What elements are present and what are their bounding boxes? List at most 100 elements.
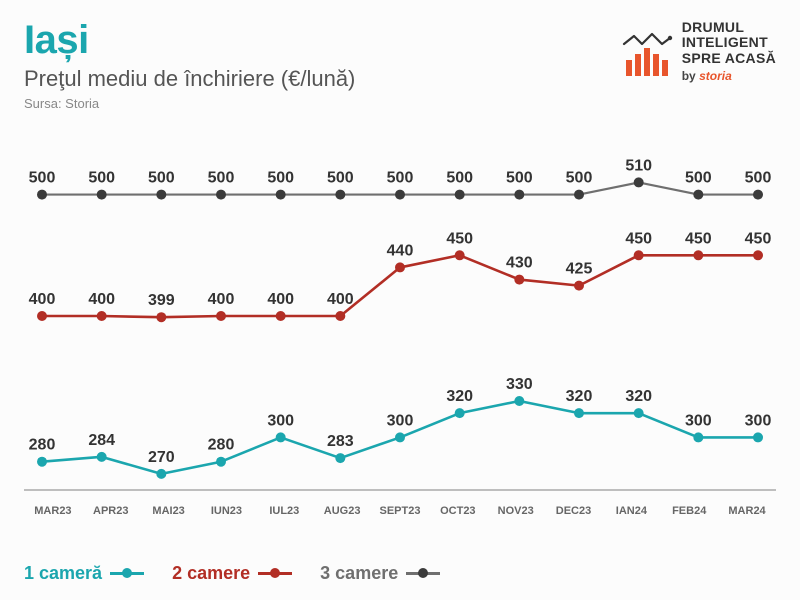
- marker-s3: [574, 190, 584, 200]
- value-label-s1: 320: [566, 388, 593, 405]
- marker-s2: [335, 311, 345, 321]
- marker-s2: [693, 250, 703, 260]
- line-chart-svg: 5005005005005005005005005005005105005004…: [24, 140, 776, 500]
- marker-s3: [37, 190, 47, 200]
- marker-s2: [455, 250, 465, 260]
- x-tick-label: MAI23: [140, 505, 198, 517]
- value-label-s3: 500: [566, 170, 593, 187]
- legend-label: 3 camere: [320, 563, 398, 584]
- city-title: Iași: [24, 20, 355, 60]
- brand-logo: DRUMUL INTELIGENT SPRE ACASĂ by storia: [618, 20, 776, 83]
- x-tick-label: IAN24: [602, 505, 660, 517]
- value-label-s2: 450: [745, 230, 772, 247]
- value-label-s1: 283: [327, 433, 354, 450]
- value-label-s2: 400: [208, 291, 235, 308]
- marker-s2: [276, 311, 286, 321]
- value-label-s2: 450: [446, 230, 473, 247]
- brand-byline: by storia: [682, 69, 776, 83]
- header: Iași Preţul mediu de închiriere (€/lună)…: [24, 20, 776, 111]
- value-label-s3: 500: [88, 170, 115, 187]
- x-tick-label: MAR23: [24, 505, 82, 517]
- x-tick-label: APR23: [82, 505, 140, 517]
- marker-s3: [514, 190, 524, 200]
- value-label-s1: 280: [208, 437, 235, 454]
- x-tick-label: DEC23: [545, 505, 603, 517]
- marker-s2: [156, 312, 166, 322]
- x-tick-label: FEB24: [660, 505, 718, 517]
- value-label-s1: 320: [625, 388, 652, 405]
- value-label-s2: 450: [685, 230, 712, 247]
- value-label-s1: 270: [148, 449, 175, 466]
- brand-line1: DRUMUL: [682, 20, 776, 35]
- value-label-s3: 500: [446, 170, 473, 187]
- brand-line3: SPRE ACASĂ: [682, 51, 776, 66]
- value-label-s3: 500: [148, 170, 175, 187]
- marker-s3: [216, 190, 226, 200]
- marker-s3: [455, 190, 465, 200]
- value-label-s1: 300: [387, 412, 414, 429]
- value-label-s1: 300: [745, 412, 772, 429]
- value-label-s2: 450: [625, 230, 652, 247]
- legend-swatch: [258, 572, 292, 575]
- marker-s1: [276, 432, 286, 442]
- brand-text-block: DRUMUL INTELIGENT SPRE ACASĂ by storia: [682, 20, 776, 83]
- legend-item-s2: 2 camere: [172, 563, 292, 584]
- marker-s2: [37, 311, 47, 321]
- value-label-s2: 400: [29, 291, 56, 308]
- title-block: Iași Preţul mediu de închiriere (€/lună)…: [24, 20, 355, 111]
- byline-prefix: by: [682, 69, 699, 83]
- marker-s2: [634, 250, 644, 260]
- legend: 1 cameră 2 camere 3 camere: [24, 563, 440, 584]
- value-label-s1: 300: [267, 412, 294, 429]
- value-label-s3: 500: [327, 170, 354, 187]
- marker-s1: [455, 408, 465, 418]
- value-label-s3: 500: [685, 170, 712, 187]
- value-label-s2: 400: [327, 291, 354, 308]
- x-axis-labels: MAR23APR23MAI23IUN23IUL23AUG23SEPT23OCT2…: [24, 505, 776, 517]
- marker-s2: [514, 275, 524, 285]
- marker-s1: [395, 432, 405, 442]
- x-tick-label: MAR24: [718, 505, 776, 517]
- x-tick-label: IUL23: [255, 505, 313, 517]
- marker-s3: [693, 190, 703, 200]
- legend-swatch: [406, 572, 440, 575]
- marker-s2: [574, 281, 584, 291]
- value-label-s3: 500: [387, 170, 414, 187]
- value-label-s3: 510: [625, 157, 652, 174]
- x-tick-label: IUN23: [198, 505, 256, 517]
- marker-s1: [156, 469, 166, 479]
- value-label-s2: 400: [88, 291, 115, 308]
- marker-s1: [634, 408, 644, 418]
- legend-item-s1: 1 cameră: [24, 563, 144, 584]
- marker-s3: [156, 190, 166, 200]
- legend-item-s3: 3 camere: [320, 563, 440, 584]
- value-label-s2: 430: [506, 255, 533, 272]
- marker-s1: [335, 453, 345, 463]
- marker-s1: [693, 432, 703, 442]
- value-label-s3: 500: [745, 170, 772, 187]
- marker-s3: [97, 190, 107, 200]
- marker-s3: [395, 190, 405, 200]
- value-label-s3: 500: [29, 170, 56, 187]
- subtitle: Preţul mediu de închiriere (€/lună): [24, 66, 355, 92]
- marker-s3: [634, 177, 644, 187]
- marker-s1: [37, 457, 47, 467]
- x-tick-label: AUG23: [313, 505, 371, 517]
- brand-icon: [618, 24, 674, 80]
- byline-brand: storia: [699, 69, 732, 83]
- x-tick-label: OCT23: [429, 505, 487, 517]
- x-tick-label: NOV23: [487, 505, 545, 517]
- value-label-s2: 400: [267, 291, 294, 308]
- chart-frame: Iași Preţul mediu de închiriere (€/lună)…: [0, 0, 800, 600]
- value-label-s1: 300: [685, 412, 712, 429]
- marker-s3: [335, 190, 345, 200]
- legend-label: 1 cameră: [24, 563, 102, 584]
- value-label-s3: 500: [506, 170, 533, 187]
- legend-swatch: [110, 572, 144, 575]
- marker-s2: [216, 311, 226, 321]
- marker-s2: [753, 250, 763, 260]
- marker-s1: [574, 408, 584, 418]
- legend-label: 2 camere: [172, 563, 250, 584]
- value-label-s3: 500: [208, 170, 235, 187]
- value-label-s2: 425: [566, 261, 593, 278]
